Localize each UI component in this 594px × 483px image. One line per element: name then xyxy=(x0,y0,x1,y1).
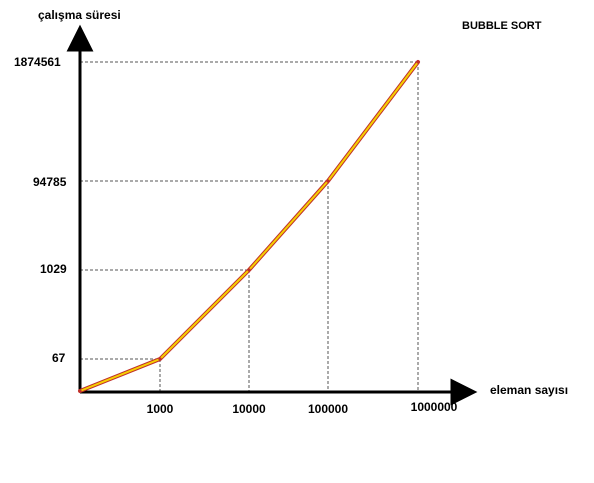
data-point-100000 xyxy=(326,179,330,183)
data-point-10000 xyxy=(247,268,251,272)
y-tick-label-67: 67 xyxy=(52,351,66,365)
guide-lines xyxy=(80,61,419,391)
data-points xyxy=(78,60,420,393)
x-tick-label-100000: 100000 xyxy=(308,402,348,416)
data-point-1000000 xyxy=(416,60,420,64)
y-tick-label-94785: 94785 xyxy=(33,175,67,189)
y-tick-label-1029: 1029 xyxy=(40,262,67,276)
chart-title: BUBBLE SORT xyxy=(462,20,542,32)
x-tick-label-1000: 1000 xyxy=(147,402,174,416)
data-point-0 xyxy=(78,389,82,393)
data-point-1000 xyxy=(158,357,162,361)
x-axis-title: eleman sayısı xyxy=(490,383,568,397)
x-tick-label-10000: 10000 xyxy=(232,402,266,416)
y-axis-title: çalışma süresi xyxy=(38,8,121,22)
y-tick-label-1874561: 1874561 xyxy=(14,55,61,69)
x-tick-label-1000000: 1000000 xyxy=(411,400,458,414)
